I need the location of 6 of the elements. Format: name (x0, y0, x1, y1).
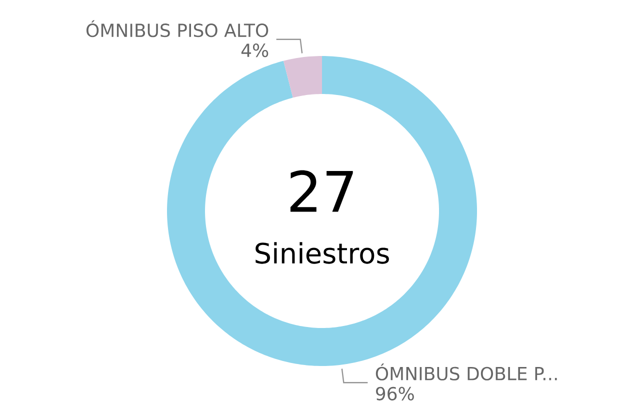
text: 27 (290, 170, 353, 212)
text: Siniestros (256, 242, 389, 264)
slice-label: ÓMNIBUS DOBLE P... (376, 363, 557, 380)
slice-label: ÓMNIBUS PISO ALTO (86, 20, 268, 38)
data-label: 96% (376, 386, 414, 400)
data-label: 4% (241, 44, 268, 58)
